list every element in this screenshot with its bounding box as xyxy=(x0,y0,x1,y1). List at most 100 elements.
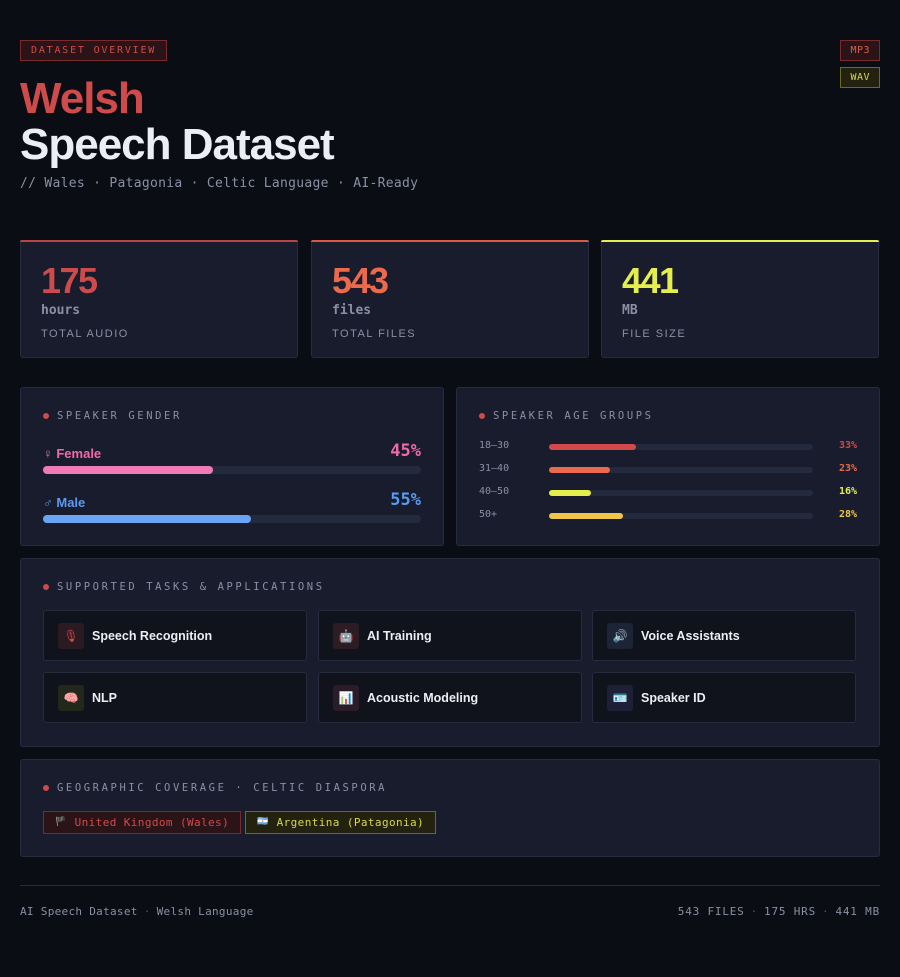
dataset-overview-tag: DATASET OVERVIEW xyxy=(20,40,168,61)
age-row: 18–30 33% xyxy=(479,440,857,454)
panel-title: SPEAKER AGE GROUPS xyxy=(479,410,654,422)
stat-unit: files xyxy=(332,303,372,318)
footer-hours: 175 HRS xyxy=(764,905,817,918)
format-badge-wav: WAV xyxy=(840,67,880,88)
footer-language: Welsh Language xyxy=(156,905,254,918)
task-label: Speaker ID xyxy=(641,690,706,705)
argentina-flag-icon: 🇦🇷 xyxy=(257,817,269,827)
footer-files: 543 FILES xyxy=(677,905,745,918)
gender-bar-track xyxy=(43,515,421,523)
age-label: 40–50 xyxy=(479,486,510,497)
brain-icon: 🧠 xyxy=(58,684,84,711)
supported-tasks-panel: SUPPORTED TASKS & APPLICATIONS 🎙 Speech … xyxy=(20,558,880,747)
panel-title: SPEAKER GENDER xyxy=(43,410,182,422)
geographic-coverage-panel: GEOGRAPHIC COVERAGE · CELTIC DIASPORA 🏴 … xyxy=(20,759,880,857)
task-label: Voice Assistants xyxy=(641,628,740,643)
panel-title: SUPPORTED TASKS & APPLICATIONS xyxy=(43,581,325,593)
stat-label: TOTAL AUDIO xyxy=(41,328,129,340)
region-label: Argentina (Patagonia) xyxy=(276,816,425,829)
task-card-acoustic-modeling[interactable]: 📊 Acoustic Modeling xyxy=(318,672,582,723)
footer-divider xyxy=(20,885,880,886)
stat-value: 175 xyxy=(41,260,98,301)
gender-percent: 55% xyxy=(390,490,421,510)
task-label: Acoustic Modeling xyxy=(367,690,479,705)
region-label: United Kingdom (Wales) xyxy=(74,816,230,829)
page-title-line2: Speech Dataset xyxy=(20,120,335,169)
wales-flag-icon: 🏴 xyxy=(55,817,67,827)
age-percent: 23% xyxy=(838,463,857,474)
task-label: NLP xyxy=(92,690,117,705)
stat-card-accent xyxy=(20,240,298,242)
stat-card-accent xyxy=(601,240,879,242)
id-card-icon: 🪪 xyxy=(607,684,633,711)
task-label: Speech Recognition xyxy=(92,628,213,643)
gender-bar-fill xyxy=(43,515,251,523)
age-row: 31–40 23% xyxy=(479,463,857,477)
task-card-voice-assistants[interactable]: 🔊 Voice Assistants xyxy=(592,610,856,661)
panel-title-text: SPEAKER AGE GROUPS xyxy=(493,410,654,422)
age-bar-track xyxy=(549,467,813,473)
region-tag-patagonia: 🇦🇷 Argentina (Patagonia) xyxy=(245,811,437,834)
age-label: 31–40 xyxy=(479,463,510,474)
stat-unit: hours xyxy=(41,303,81,318)
footer-dataset-name: AI Speech Dataset xyxy=(20,905,138,918)
speaker-gender-panel: SPEAKER GENDER ♀ Female 45% ♂ Male 55% xyxy=(20,387,444,546)
age-bar-fill xyxy=(549,444,637,450)
speaker-icon: 🔊 xyxy=(607,622,633,649)
age-row: 40–50 16% xyxy=(479,486,857,500)
footer-left: AI Speech Dataset · Welsh Language xyxy=(20,905,254,918)
age-label: 50+ xyxy=(479,509,498,520)
footer-separator: · xyxy=(750,905,759,918)
task-card-ai-training[interactable]: 🤖 AI Training xyxy=(318,610,582,661)
gender-label: ♂ Male xyxy=(43,495,86,510)
gender-bar-fill xyxy=(43,466,214,474)
bar-chart-icon: 📊 xyxy=(333,684,359,711)
stat-card-accent xyxy=(311,240,589,242)
bullet-dot-icon xyxy=(43,413,49,419)
stat-label: FILE SIZE xyxy=(622,328,687,340)
age-percent: 33% xyxy=(838,440,857,451)
age-bar-fill xyxy=(549,490,592,496)
region-tag-wales: 🏴 United Kingdom (Wales) xyxy=(43,811,242,834)
stat-value: 441 xyxy=(622,260,679,301)
robot-icon: 🤖 xyxy=(333,622,359,649)
task-label: AI Training xyxy=(367,628,432,643)
stat-card-file-size: 441 MB FILE SIZE xyxy=(601,240,879,358)
stat-value: 543 xyxy=(332,260,389,301)
footer-separator: · xyxy=(822,905,830,918)
age-label: 18–30 xyxy=(479,440,510,451)
microphone-icon: 🎙 xyxy=(58,622,84,649)
panel-title-text: SUPPORTED TASKS & APPLICATIONS xyxy=(57,581,325,593)
age-bar-track xyxy=(549,444,813,450)
stat-unit: MB xyxy=(622,303,638,318)
gender-percent: 45% xyxy=(390,441,421,461)
page-subtitle: // Wales · Patagonia · Celtic Language ·… xyxy=(20,176,419,191)
format-badge-mp3: MP3 xyxy=(840,40,880,61)
task-card-nlp[interactable]: 🧠 NLP xyxy=(43,672,307,723)
age-bar-fill xyxy=(549,513,623,519)
stat-label: TOTAL FILES xyxy=(332,328,417,340)
stat-card-total-files: 543 files TOTAL FILES xyxy=(311,240,589,358)
age-percent: 28% xyxy=(838,509,857,520)
task-card-speech-recognition[interactable]: 🎙 Speech Recognition xyxy=(43,610,307,661)
age-bar-track xyxy=(549,490,813,496)
stat-card-total-audio: 175 hours TOTAL AUDIO xyxy=(20,240,298,358)
task-card-speaker-id[interactable]: 🪪 Speaker ID xyxy=(592,672,856,723)
bullet-dot-icon xyxy=(479,413,485,419)
page-title-line1: Welsh xyxy=(20,74,145,123)
gender-row-female: ♀ Female 45% xyxy=(43,441,421,474)
footer-size: 441 MB xyxy=(835,905,880,918)
speaker-age-panel: SPEAKER AGE GROUPS 18–30 33% 31–40 23% 4… xyxy=(456,387,880,546)
panel-title-text: GEOGRAPHIC COVERAGE · CELTIC DIASPORA xyxy=(57,782,388,794)
gender-row-male: ♂ Male 55% xyxy=(43,490,421,523)
age-percent: 16% xyxy=(838,486,857,497)
footer-separator: · xyxy=(143,905,151,918)
age-bar-fill xyxy=(549,467,610,473)
age-bar-track xyxy=(549,513,813,519)
footer-right: 543 FILES · 175 HRS · 441 MB xyxy=(678,905,880,918)
panel-title-text: SPEAKER GENDER xyxy=(57,410,182,422)
panel-title: GEOGRAPHIC COVERAGE · CELTIC DIASPORA xyxy=(43,782,387,794)
gender-bar-track xyxy=(43,466,421,474)
age-row: 50+ 28% xyxy=(479,509,857,523)
gender-label: ♀ Female xyxy=(43,446,102,461)
